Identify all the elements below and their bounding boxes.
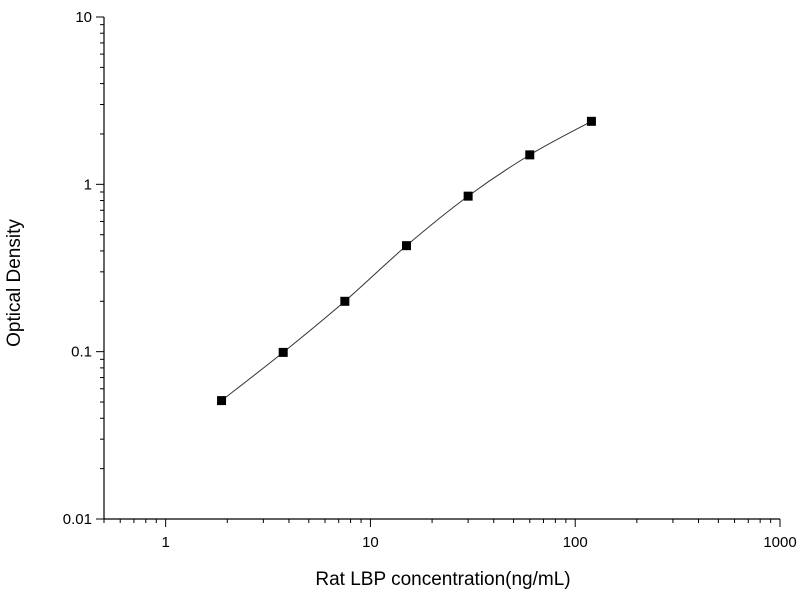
- fit-curve: [221, 120, 592, 401]
- x-tick-label: 1000: [763, 534, 796, 551]
- y-tick-label: 0.01: [63, 511, 92, 528]
- data-points-group: [217, 116, 596, 406]
- data-point-marker: [278, 347, 288, 357]
- y-axis-ticks: 0.01 0.1 1 10: [63, 9, 104, 528]
- x-tick-label: 100: [563, 534, 588, 551]
- data-point-marker: [586, 116, 596, 126]
- data-point-marker: [340, 296, 350, 306]
- data-point-marker: [463, 191, 473, 201]
- data-point-marker: [525, 150, 535, 160]
- x-tick-label: 10: [362, 534, 379, 551]
- axes-frame: [103, 17, 780, 520]
- x-axis-ticks: 1 10 100 1000: [103, 519, 797, 551]
- data-point-marker: [217, 396, 227, 406]
- x-axis-title: Rat LBP concentration(ng/mL): [315, 569, 570, 590]
- y-tick-label: 10: [75, 9, 92, 26]
- y-tick-label: 1: [84, 176, 92, 193]
- data-point-marker: [401, 241, 411, 251]
- y-axis-title: Optical Density: [4, 219, 25, 347]
- y-tick-label: 0.1: [71, 344, 92, 361]
- fit-curve-group: [221, 120, 592, 401]
- x-tick-label: 1: [161, 534, 169, 551]
